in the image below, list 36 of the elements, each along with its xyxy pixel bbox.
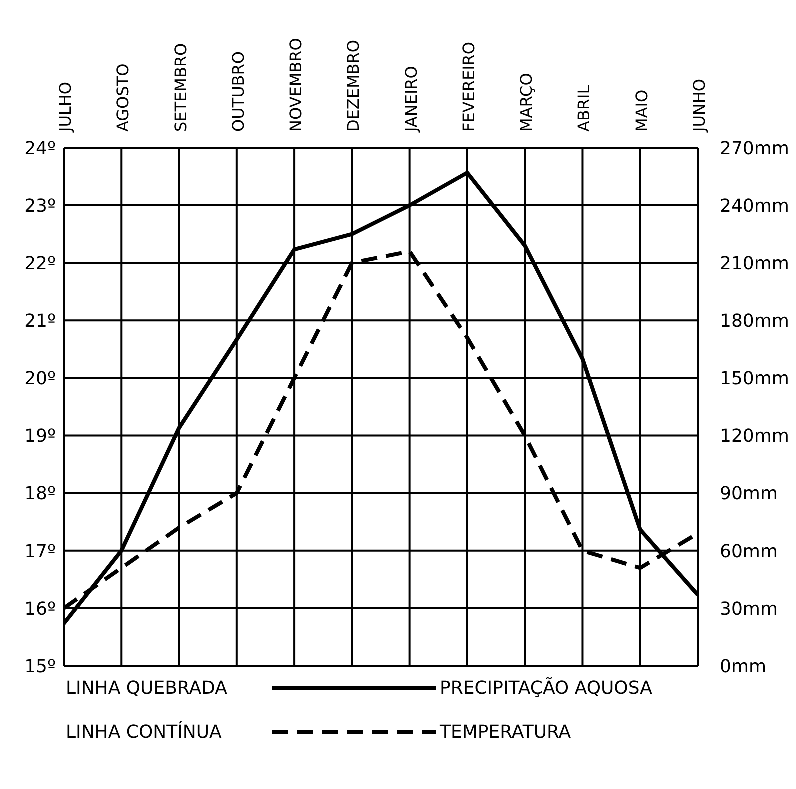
- y-tick-label: 22º: [24, 254, 56, 274]
- y2-tick-label: 0mm: [720, 656, 767, 678]
- x-tick-label: JULHO: [56, 82, 75, 133]
- x-tick-label: JUNHO: [690, 78, 709, 133]
- y-tick-label: 17º: [24, 541, 56, 562]
- y2-tick-label: 60mm: [720, 541, 778, 562]
- y2-tick-label: 30mm: [720, 598, 778, 620]
- x-tick-label: DEZEMBRO: [344, 40, 364, 132]
- y2-tick-label: 120mm: [720, 426, 790, 448]
- legend-label: PRECIPITAÇÃO AQUOSA: [440, 678, 652, 698]
- y2-tick-label: 90mm: [720, 484, 778, 505]
- y2-tick-label: 240mm: [720, 196, 790, 217]
- x-tick-label: MAIO: [632, 90, 652, 132]
- y2-tick-label: 210mm: [720, 254, 790, 274]
- x-tick-label: NOVEMBRO: [286, 38, 306, 132]
- y-tick-label: 20º: [24, 368, 56, 390]
- text: LINHA CONTÍNUA: [66, 722, 223, 742]
- y-tick-label: 21º: [24, 311, 56, 332]
- x-tick-label: MARÇO: [517, 73, 536, 132]
- y-tick-label: 24º: [24, 138, 56, 160]
- x-tick-label: FEVEREIRO: [459, 42, 478, 132]
- y2-tick-label: 150mm: [720, 368, 790, 390]
- x-tick-label: JANEIRO: [402, 66, 421, 133]
- text: LINHA QUEBRADA: [66, 678, 228, 698]
- y-tick-label: 16º: [24, 598, 56, 620]
- x-tick-label: OUTUBRO: [228, 52, 248, 132]
- y-tick-label: 15º: [24, 656, 56, 678]
- x-tick-label: AGOSTO: [114, 64, 133, 132]
- y-tick-label: 18º: [24, 484, 56, 505]
- y-tick-label: 23º: [24, 196, 56, 217]
- y-tick-label: 19º: [24, 426, 56, 448]
- y2-tick-label: 270mm: [720, 138, 790, 160]
- legend-label: TEMPERATURA: [440, 722, 572, 742]
- x-tick-label: SETEMBRO: [171, 43, 190, 132]
- x-tick-label: ABRIL: [574, 85, 594, 132]
- y2-tick-label: 180mm: [720, 311, 790, 332]
